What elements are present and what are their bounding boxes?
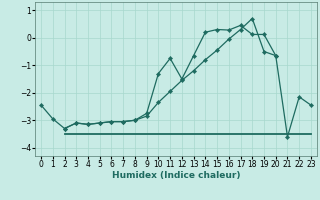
X-axis label: Humidex (Indice chaleur): Humidex (Indice chaleur) (112, 171, 240, 180)
